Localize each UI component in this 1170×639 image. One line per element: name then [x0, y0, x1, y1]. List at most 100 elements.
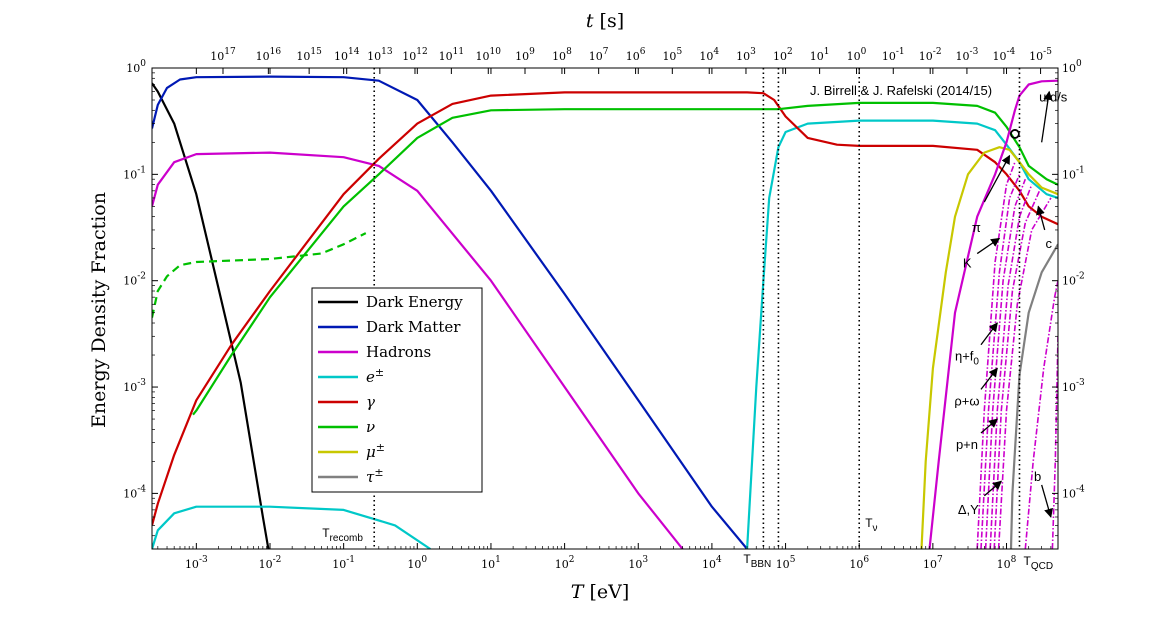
annotation-arrow — [980, 367, 998, 390]
x-tick-label: 104 — [702, 555, 722, 571]
annotation-label: η+f0 — [955, 349, 979, 368]
legend-label: Dark Matter — [366, 318, 461, 336]
annotation-arrow — [983, 480, 1003, 497]
hadron-species-curve — [984, 178, 1027, 549]
y-tick-label: 10-4 — [123, 484, 146, 500]
t-tick-label: 10-5 — [1029, 47, 1052, 63]
y-tick-label: 100 — [126, 59, 146, 75]
t-tick-label: 1016 — [256, 47, 282, 63]
y-tick-label-right: 100 — [1062, 59, 1082, 75]
t-tick-label: 10-4 — [992, 47, 1015, 63]
t-tick-label: 1010 — [476, 47, 502, 63]
series-line-- — [152, 232, 367, 318]
x-tick-label: 102 — [555, 555, 575, 571]
series-line-hadron-sum — [928, 79, 1058, 549]
y-tick-label: 10-1 — [123, 165, 146, 181]
annotation-label: K — [963, 256, 972, 271]
plot-area — [152, 75, 1058, 549]
series-line-e- — [152, 505, 431, 549]
series-line-- — [1009, 243, 1058, 549]
annotation-arrow — [980, 418, 999, 434]
quark-marker — [1010, 129, 1020, 139]
vline-label: Tν — [865, 516, 877, 534]
t-tick-label: 102 — [773, 47, 793, 63]
legend-label: μ± — [366, 441, 385, 461]
annotation-arrow — [980, 322, 998, 346]
y-tick-label-right: 10-2 — [1062, 272, 1085, 288]
series-line-e- — [746, 119, 1058, 549]
y-tick-label-right: 10-3 — [1062, 378, 1085, 394]
t-tick-label: 109 — [515, 47, 535, 63]
y-tick-label-right: 10-1 — [1062, 165, 1085, 181]
hadron-species-curve — [997, 197, 1052, 549]
t-tick-label: 1015 — [296, 47, 322, 63]
plot-frame — [151, 67, 1059, 550]
hadron-species-curve — [976, 161, 1016, 549]
series-line-dark-energy — [152, 82, 270, 549]
annotations: Trecomb TBBN Tν TQCD u/d/s π Kc η+f0 ρ+ω p+n Δ,Y b — [322, 90, 1068, 572]
t-tick-label: 104 — [699, 47, 719, 63]
legend-label: γ — [366, 393, 375, 411]
t-tick-label: 1011 — [439, 47, 464, 63]
t-tick-label: 103 — [736, 47, 756, 63]
axes: 10-3 10-2 10-1 100 101 102 103 104 105 106 107 108 1… — [123, 47, 1085, 571]
annotation-label: π — [972, 220, 981, 235]
series-line-- — [152, 91, 1058, 526]
t-tick-label: 1017 — [210, 47, 236, 63]
vline-label: TQCD — [1023, 554, 1053, 572]
annotation-arrow — [1041, 484, 1053, 518]
t-tick-label: 105 — [662, 47, 682, 63]
x-tick-label: 108 — [997, 555, 1017, 571]
annotation-label: p+n — [956, 437, 978, 452]
y-tick-label-right: 10-4 — [1062, 484, 1085, 500]
x-tick-label: 107 — [923, 555, 943, 571]
series-line-- — [920, 146, 1058, 549]
x-tick-label: 100 — [407, 555, 427, 571]
y-tick-label: 10-2 — [123, 272, 146, 288]
top-axis-label: t [s] — [586, 10, 624, 32]
t-tick-label: 10-2 — [919, 47, 942, 63]
legend-label: e± — [366, 366, 384, 386]
hadron-species-curve — [989, 184, 1033, 549]
t-tick-label: 106 — [626, 47, 646, 63]
t-tick-label: 1012 — [402, 47, 427, 63]
annotation-arrow — [1041, 90, 1053, 143]
x-tick-label: 105 — [776, 555, 796, 571]
legend-label: Hadrons — [366, 343, 431, 361]
legend-box — [311, 287, 483, 493]
legend-label: τ± — [366, 466, 384, 486]
x-tick-label: 10-2 — [259, 555, 282, 571]
t-tick-label: 108 — [552, 47, 572, 63]
x-tick-label: 101 — [481, 555, 501, 571]
x-tick-label: 10-1 — [332, 555, 355, 571]
t-tick-label: 10-1 — [882, 47, 905, 63]
series-line-dark-matter — [152, 75, 748, 549]
legend-label: Dark Energy — [366, 293, 463, 311]
hadron-species-curve — [980, 173, 1021, 549]
annotation-label: c — [1045, 236, 1052, 251]
t-tick-label: 107 — [589, 47, 609, 63]
y-tick-label: 10-3 — [123, 378, 146, 394]
annotation-label: u/d/s — [1039, 90, 1068, 105]
legend-label: ν — [366, 418, 375, 436]
vline-label: Trecomb — [322, 526, 363, 544]
t-tick-label: 1014 — [334, 47, 360, 63]
x-axis-label: T [eV] — [571, 581, 629, 603]
vline-label: TBBN — [743, 552, 771, 570]
legend: Dark Energy Dark Matter Hadrons e± γν μ± τ± — [311, 287, 483, 493]
annotation-arrow — [983, 154, 1011, 203]
hadron-species-curve — [1024, 280, 1058, 549]
x-tick-label: 106 — [849, 555, 869, 571]
series-line-hadrons — [152, 151, 684, 549]
hadron-species-curve — [993, 190, 1041, 549]
t-tick-label: 101 — [810, 47, 830, 63]
annotation-label: Δ,Y — [958, 502, 979, 517]
annotation-label: ρ+ω — [954, 393, 979, 408]
t-tick-label: 100 — [847, 47, 867, 63]
y-axis-label: Energy Density Fraction — [88, 192, 110, 428]
x-tick-label: 103 — [628, 555, 648, 571]
t-tick-label: 10-3 — [956, 47, 979, 63]
t-tick-label: 1013 — [367, 47, 393, 63]
credit-text: J. Birrell & J. Rafelski (2014/15) — [810, 83, 992, 98]
